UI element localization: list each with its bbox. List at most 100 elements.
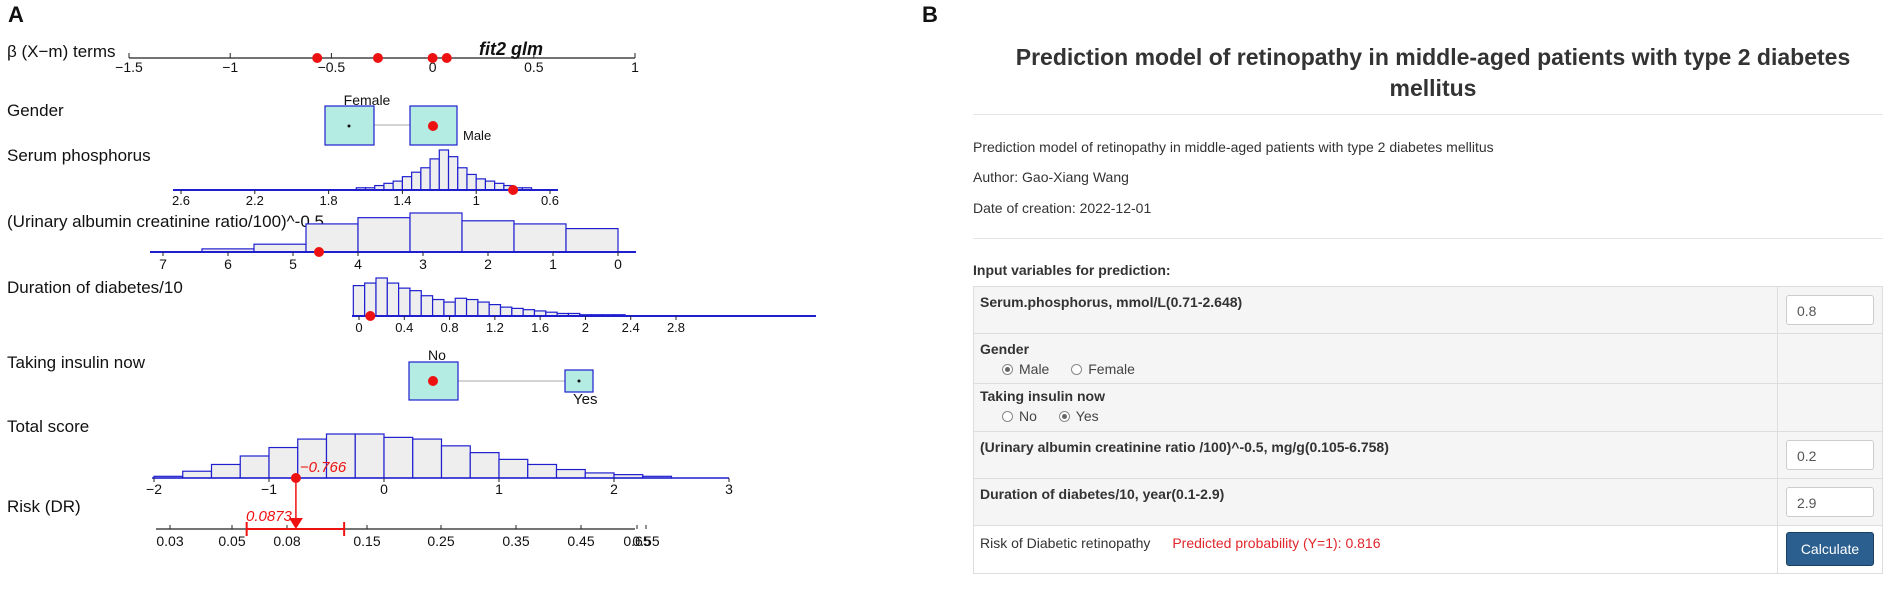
duration-tick-label: 0 xyxy=(355,320,362,335)
serum-label: Serum phosphorus xyxy=(7,146,151,165)
beta-point xyxy=(427,53,438,63)
serum-tick-label: 2.6 xyxy=(172,193,190,208)
risk-label: Risk (DR) xyxy=(7,497,81,516)
serum-tick-label: 1.4 xyxy=(393,193,411,208)
beta-point xyxy=(372,53,383,63)
total-hist-bar xyxy=(210,463,241,479)
serum-hist-bar xyxy=(420,167,431,191)
duration-hist-bar xyxy=(409,290,422,317)
uacr-tick-label: 7 xyxy=(159,256,167,272)
total-tick-label: 1 xyxy=(495,481,503,497)
total-hist-bar xyxy=(498,458,529,479)
gender-option-female[interactable]: Female xyxy=(1071,361,1135,377)
duration-row: Duration of diabetes/10 0 0.4 0.8 1.2 1.6 2 2.4… xyxy=(7,277,816,335)
insulin-option-no[interactable]: No xyxy=(1002,408,1037,424)
serum-input[interactable]: 0.8 xyxy=(1786,295,1874,325)
total-hist-bar xyxy=(527,463,558,479)
duration-tick-label: 1.6 xyxy=(531,320,549,335)
calculate-button[interactable]: Calculate xyxy=(1786,532,1874,566)
total-hist-bar xyxy=(555,468,586,479)
serum-tick-label: 1.8 xyxy=(320,193,338,208)
serum-phosphorus-row: Serum phosphorus 2.6 2.2 1.8 1.4 1 0.6 xyxy=(7,146,559,208)
radio-unselected-icon[interactable] xyxy=(1002,411,1013,422)
insulin-option-yes[interactable]: Yes xyxy=(1058,408,1099,424)
risk-tick-label: 0.05 xyxy=(218,533,245,549)
total-score-label: Total score xyxy=(7,417,89,436)
duration-label: Duration of diabetes/10 xyxy=(7,278,183,297)
duration-tick-label: 1.2 xyxy=(486,320,504,335)
risk-tick-label: 0.35 xyxy=(502,533,529,549)
uacr-tick-label: 6 xyxy=(224,256,232,272)
total-tick-label: −1 xyxy=(261,481,277,497)
beta-tick-label: −1.5 xyxy=(115,59,143,75)
duration-input-row: Duration of diabetes/10, year(0.1-2.9) 2… xyxy=(973,478,1883,526)
duration-hist-bar xyxy=(398,287,411,317)
insulin-no-label: No xyxy=(428,347,446,363)
duration-hist-bar xyxy=(375,277,388,317)
insulin-yes-dot xyxy=(577,379,581,383)
beta-point xyxy=(441,53,452,63)
total-tick-label: 0 xyxy=(380,481,388,497)
duration-tick-label: 2.4 xyxy=(622,320,640,335)
duration-hist-bar xyxy=(431,298,445,317)
prediction-text: Predicted probability (Y=1): 0.816 xyxy=(1172,535,1381,551)
total-score-point xyxy=(290,473,301,483)
nomogram-chart: fit2 glm β (X−m) terms−1.5 −1 −0.5 0 0.5 1 Ge… xyxy=(7,39,816,549)
serum-hist-bar xyxy=(447,156,459,191)
beta-tick-label: 0 xyxy=(429,59,437,75)
duration-input[interactable]: 2.9 xyxy=(1786,487,1874,517)
gender-input-row: Gender Male Female xyxy=(973,333,1883,384)
gender-label: Gender xyxy=(980,341,1030,357)
serum-hist-bar xyxy=(475,178,487,191)
risk-tick-label: 0.65 xyxy=(623,533,650,549)
insulin-selected-point xyxy=(428,376,438,386)
risk-tick-label: 0.15 xyxy=(353,533,380,549)
beta-tick-label: 0.5 xyxy=(524,59,544,75)
gender-selected-point xyxy=(428,121,438,131)
serum-hist-bar xyxy=(484,180,496,191)
total-hist-bar xyxy=(354,433,385,479)
radio-selected-icon[interactable] xyxy=(1058,411,1070,422)
duration-value-point xyxy=(365,311,376,321)
serum-row: Serum.phosphorus, mmol/L(0.71-2.648) 0.8 xyxy=(973,286,1883,334)
beta-axis-row: β (X−m) terms−1.5 −1 −0.5 0 0.5 1 xyxy=(7,42,639,75)
result-row: Risk of Diabetic retinopathy Predicted p… xyxy=(973,525,1883,574)
gender-option-male[interactable]: Male xyxy=(1002,361,1049,377)
gender-row: Gender Female Male xyxy=(7,92,491,146)
duration-hist-bar xyxy=(465,298,479,317)
total-hist-bar xyxy=(383,436,414,479)
uacr-tick-label: 1 xyxy=(549,256,557,272)
serum-hist-bar xyxy=(411,171,422,191)
total-score-row: Total score −2 −1 0 1 2 3 −0.766 xyxy=(7,417,733,522)
uacr-tick-label: 3 xyxy=(419,256,427,272)
radio-unselected-icon[interactable] xyxy=(1071,364,1083,375)
risk-tick-label: 0.25 xyxy=(427,533,454,549)
gender-female-dot xyxy=(347,124,351,128)
total-hist-bar xyxy=(469,452,500,479)
uacr-hist-bar xyxy=(461,220,515,253)
risk-label: Risk of Diabetic retinopathy xyxy=(980,535,1151,551)
uacr-hist-bar xyxy=(305,223,359,253)
insulin-label: Taking insulin now xyxy=(980,388,1105,404)
duration-hist-bar xyxy=(443,301,456,317)
panel-a-letter: A xyxy=(8,2,24,27)
uacr-label: (Urinary albumin creatinine ratio/100)^-… xyxy=(7,212,324,231)
uacr-input[interactable]: 0.2 xyxy=(1786,440,1874,470)
duration-tick-label: 2.8 xyxy=(667,320,685,335)
duration-hist-bar xyxy=(488,304,502,317)
duration-tick-label: 2 xyxy=(582,320,589,335)
uacr-hist-bar xyxy=(253,243,307,253)
beta-tick-label: −0.5 xyxy=(318,59,346,75)
serum-label: Serum.phosphorus, mmol/L(0.71-2.648) xyxy=(980,294,1243,310)
input-heading: Input variables for prediction: xyxy=(973,262,1171,278)
insulin-row: Taking insulin now No Yes xyxy=(7,347,597,408)
serum-hist-bar xyxy=(392,180,403,191)
uacr-hist-bar xyxy=(409,212,463,253)
uacr-value-point xyxy=(314,247,324,257)
total-tick-label: 3 xyxy=(725,481,733,497)
total-hist-bar xyxy=(182,470,213,479)
prediction-app-panel: B Prediction model of retinopathy in mid… xyxy=(922,0,1890,589)
insulin-input-row: Taking insulin now No Yes xyxy=(973,383,1883,432)
insulin-yes-label: Yes xyxy=(573,391,597,408)
radio-selected-icon[interactable] xyxy=(1002,364,1013,375)
